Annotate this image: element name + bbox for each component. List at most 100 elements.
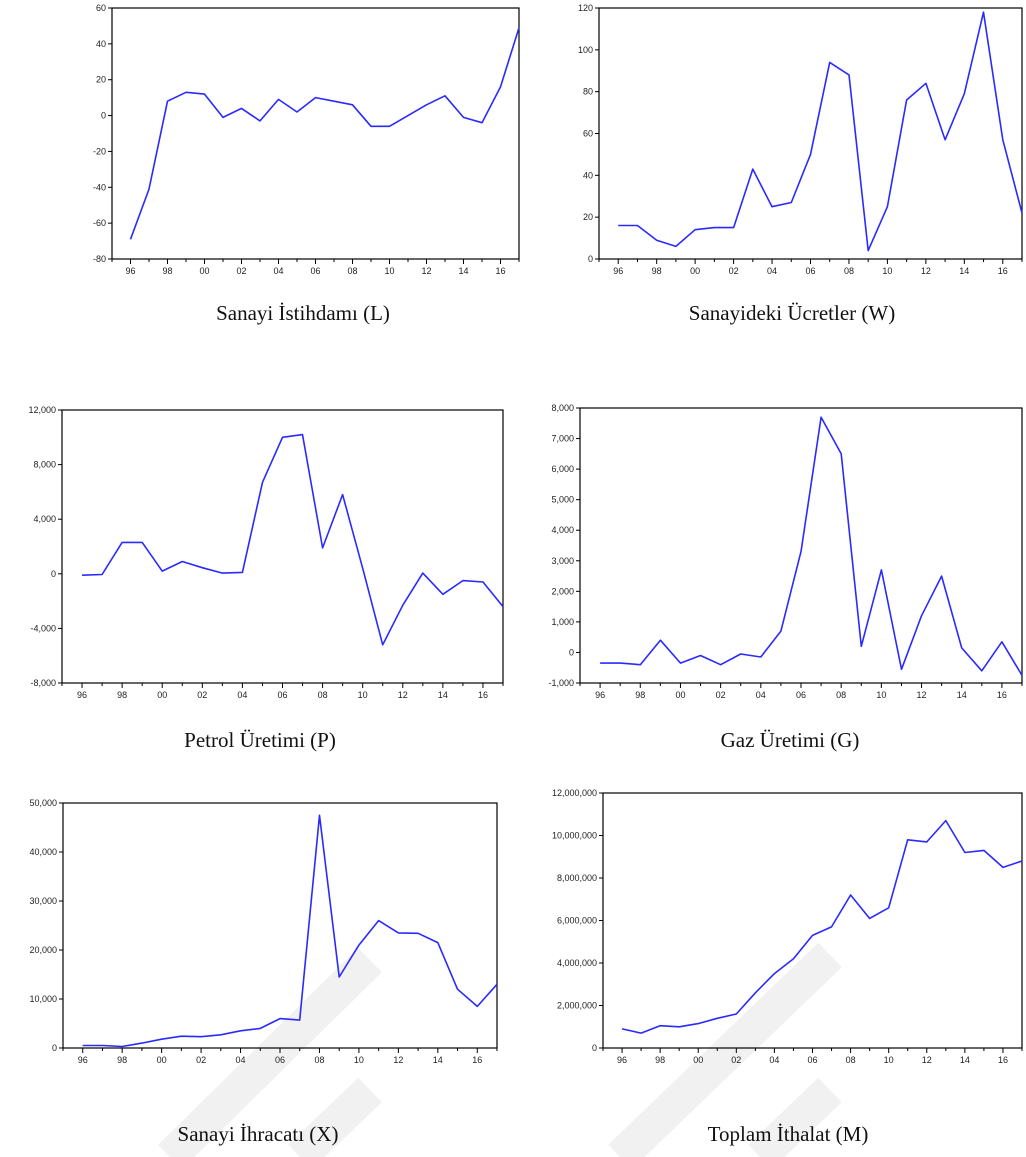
y-tick-label: 100: [578, 45, 593, 55]
x-tick-label: 04: [767, 266, 777, 276]
x-tick-label: 98: [117, 690, 127, 700]
x-tick-label: 08: [318, 690, 328, 700]
x-tick-label: 16: [997, 690, 1007, 700]
x-tick-label: 02: [731, 1055, 741, 1065]
y-tick-label: -80: [93, 254, 106, 264]
x-tick-label: 00: [675, 690, 685, 700]
x-tick-label: 02: [236, 266, 246, 276]
chart-panel-1: -80 -60 -40 -20 0 20 40 60 96 98 00 02 04 06 08 10 12 14 1…: [93, 3, 520, 325]
x-tick-label: 06: [310, 266, 320, 276]
y-tick-label: 0: [52, 1043, 57, 1053]
y-tick-label: 0: [101, 111, 106, 121]
y-tick-label: 7,000: [551, 434, 574, 444]
y-tick-label: 3,000: [551, 556, 574, 566]
y-tick-label: -40: [93, 182, 106, 192]
x-tick-label: 02: [716, 690, 726, 700]
chart-caption: Sanayideki Ücretler (W): [689, 301, 895, 325]
x-tick-label: 14: [458, 266, 468, 276]
x-tick-label: 10: [876, 690, 886, 700]
chart-caption: Gaz Üretimi (G): [721, 728, 860, 752]
x-tick-label: 04: [237, 690, 247, 700]
y-tick-label: 8,000: [33, 460, 56, 470]
y-tick-label: 80: [583, 87, 593, 97]
x-tick-label: 14: [960, 1055, 970, 1065]
x-tick-label: 98: [117, 1055, 127, 1065]
x-tick-label: 10: [354, 1055, 364, 1065]
y-tick-label: 5,000: [551, 495, 574, 505]
x-tick-label: 10: [358, 690, 368, 700]
series-line: [129, 27, 520, 240]
x-tick-label: 08: [314, 1055, 324, 1065]
x-tick-label: 02: [197, 690, 207, 700]
y-tick-label: 0: [51, 569, 56, 579]
x-tick-label: 04: [756, 690, 766, 700]
x-tick-label: 16: [472, 1055, 482, 1065]
x-tick-label: 14: [433, 1055, 443, 1065]
x-tick-label: 98: [652, 266, 662, 276]
chart-caption: Sanayi İstihdamı (L): [216, 301, 390, 325]
chart-panel-2: 0 20 40 60 80 100 120 96 98 00 02 04 06 08 10 12 14 16 San…: [578, 3, 1023, 325]
x-tick-label: 14: [959, 266, 969, 276]
chart-caption: Toplam İthalat (M): [708, 1122, 869, 1146]
y-tick-label: 6,000: [551, 464, 574, 474]
chart-caption: Petrol Üretimi (P): [184, 728, 336, 752]
plot-frame: [61, 409, 504, 684]
y-tick-label: 12,000: [28, 405, 56, 415]
x-tick-label: 96: [617, 1055, 627, 1065]
series-line: [600, 416, 1023, 676]
y-tick-label: 6,000,000: [557, 916, 597, 926]
y-tick-label: 0: [592, 1043, 597, 1053]
x-tick-label: 02: [729, 266, 739, 276]
y-tick-label: 0: [569, 647, 574, 657]
y-tick-label: 60: [583, 129, 593, 139]
y-tick-label: 50,000: [29, 798, 57, 808]
plot-frame: [602, 792, 1023, 1049]
x-tick-label: 06: [275, 1055, 285, 1065]
watermark-shape: [158, 942, 842, 1157]
chart-panel-3: -8,000 -4,000 0 4,000 8,000 12,000 96 98 00 02 04 0…: [28, 405, 504, 752]
series-line: [81, 433, 504, 646]
y-tick-label: -20: [93, 146, 106, 156]
chart-panel-4: -1,000 0 1,000 2,000 3,000 4,000 5,000 6,000 7,0…: [548, 403, 1023, 752]
y-tick-label: 40: [96, 39, 106, 49]
chart-caption: Sanayi İhracatı (X): [178, 1122, 339, 1146]
x-tick-label: 12: [393, 1055, 403, 1065]
chart-panel-5: 0 10,000 20,000 30,000 40,000 50,000 96 98 00 02 0…: [29, 798, 498, 1146]
y-tick-label: 120: [578, 3, 593, 13]
x-tick-label: 16: [998, 266, 1008, 276]
x-tick-label: 00: [157, 1055, 167, 1065]
x-tick-label: 96: [595, 690, 605, 700]
y-tick-label: 8,000: [551, 403, 574, 413]
x-tick-label: 08: [836, 690, 846, 700]
y-tick-label: 4,000: [33, 514, 56, 524]
x-tick-label: 98: [655, 1055, 665, 1065]
y-tick-label: 30,000: [29, 896, 57, 906]
y-tick-label: -4,000: [30, 623, 56, 633]
x-tick-label: 10: [884, 1055, 894, 1065]
y-tick-label: 40,000: [29, 847, 57, 857]
x-tick-label: 96: [613, 266, 623, 276]
x-tick-label: 14: [957, 690, 967, 700]
y-tick-label: 10,000: [29, 994, 57, 1004]
plot-frame: [579, 407, 1023, 684]
x-tick-label: 00: [693, 1055, 703, 1065]
y-tick-label: 0: [588, 254, 593, 264]
series-line: [621, 819, 1023, 1034]
plot-frame: [62, 802, 498, 1049]
y-tick-label: -1,000: [548, 678, 574, 688]
x-tick-label: 06: [805, 266, 815, 276]
y-tick-label: 2,000,000: [557, 1001, 597, 1011]
x-tick-label: 00: [157, 690, 167, 700]
x-tick-label: 08: [846, 1055, 856, 1065]
x-tick-label: 12: [921, 266, 931, 276]
x-tick-label: 00: [690, 266, 700, 276]
x-tick-label: 06: [796, 690, 806, 700]
x-tick-label: 16: [478, 690, 488, 700]
y-tick-label: 1,000: [551, 617, 574, 627]
y-tick-label: -60: [93, 218, 106, 228]
y-tick-label: 12,000,000: [552, 788, 597, 798]
x-tick-label: 98: [162, 266, 172, 276]
y-tick-label: 4,000,000: [557, 958, 597, 968]
x-tick-label: 12: [922, 1055, 932, 1065]
y-tick-label: 4,000: [551, 525, 574, 535]
